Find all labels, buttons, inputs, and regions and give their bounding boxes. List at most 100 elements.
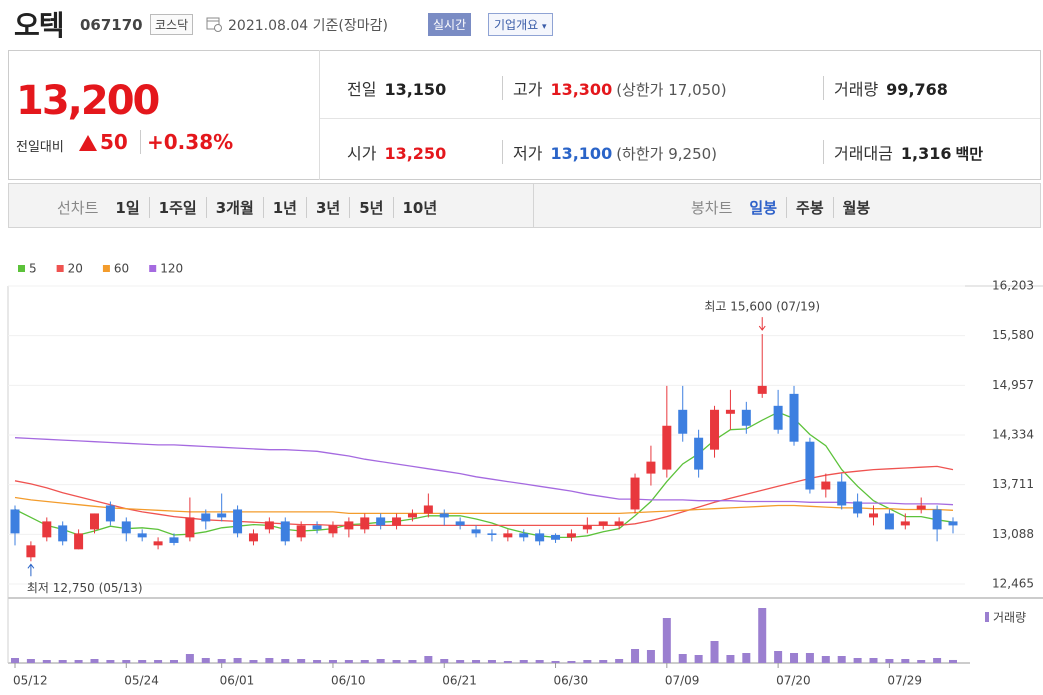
volume-bar [122,660,131,663]
volume-bar [106,660,115,663]
quote-label: 거래량 [834,80,879,99]
candle-body [519,533,529,538]
quote-value: 99,768 [886,80,948,99]
candle-body [344,521,354,530]
candle-body [376,517,386,526]
candle-tab[interactable]: 월봉 [832,197,880,218]
candle-body [503,533,513,538]
volume-bar [853,658,862,663]
volume-bar [360,660,369,663]
y-tick-label: 14,334 [992,428,1034,442]
candle-tab[interactable]: 일봉 [749,199,778,217]
candle-body [121,521,131,534]
low-arrow [27,563,35,577]
y-tick-label: 16,203 [992,279,1034,293]
y-tick-label: 12,465 [992,577,1034,591]
quote-value: 1,316 [900,144,952,163]
quote-box [8,50,1041,180]
period-tab[interactable]: 5년 [349,197,392,218]
change-value: 50 [100,130,128,154]
candle-body [248,533,258,542]
volume-bar [599,660,608,663]
volume-bar [58,660,67,663]
quote-value: 13,250 [384,144,447,163]
volume-bar [90,659,99,663]
volume-bar [869,658,878,663]
x-tick-label: 07/29 [887,674,922,688]
x-tick-label: 07/20 [776,674,811,688]
period-tab[interactable]: 1주일 [148,197,206,218]
stock-code: 067170 [80,16,143,34]
candle-body [407,513,417,518]
quote-value: 13,100 [550,144,613,163]
volume-bar [154,660,163,663]
volume-bar [631,649,640,663]
tab-heading: 선차트 [57,199,99,217]
period-tab[interactable]: 3개월 [205,197,263,218]
candle-body [280,521,290,542]
volume-bar [790,653,799,663]
candle-body [201,513,211,522]
candle-tabs: 봉차트 일봉 주봉 월봉 [682,197,879,218]
period-tab[interactable]: 10년 [392,197,447,218]
volume-bar [519,660,528,663]
volume-bar [917,660,926,663]
quote-label: 전일 [347,80,377,99]
candle-body [74,533,84,550]
quote-item: 거래대금 1,316 백만 [823,140,983,164]
legend-label: 60 [114,262,129,276]
y-tick-label: 13,088 [992,527,1034,541]
volume-bar [805,653,814,663]
candle-body [105,505,115,522]
volume-bar [328,660,337,663]
company-info-button[interactable]: 기업개요 ▾ [488,13,553,36]
ma-line [14,465,954,527]
candle-body [582,525,592,530]
candle-body [678,409,688,434]
candle-body [535,533,545,542]
candle-body [566,533,576,538]
candle-body [837,481,847,506]
period-tab[interactable]: 1일 [115,199,140,217]
legend-label: 120 [160,262,183,276]
calendar-icon [206,17,222,32]
volume-bar [821,656,830,663]
company-info-text: 기업개요 [494,18,539,32]
volume-bar [26,659,35,663]
candle-body [233,509,243,534]
legend-swatch [149,265,157,272]
volume-bar [487,660,496,663]
volume-bar [662,618,671,663]
volume-bar [265,658,274,663]
y-tick-label: 14,957 [992,378,1034,392]
candle-body [614,521,624,526]
quote-label: 시가 [347,144,377,163]
stock-name: 오텍 [14,9,65,42]
period-tab[interactable]: 1년 [262,197,306,218]
period-tab[interactable]: 3년 [306,197,349,218]
candle-tab[interactable]: 주봉 [786,197,833,218]
volume-bar [74,660,83,663]
x-tick-label: 06/10 [331,674,366,688]
volume-bar [376,659,385,663]
volume-bar [344,660,353,663]
candle-body [296,525,306,538]
quote-item: 전일 13,150 [347,76,446,100]
candle-body [169,537,179,543]
volume-bar [694,655,703,663]
volume-bar [885,659,894,663]
volume-legend-swatch [985,612,989,622]
current-price: 13,200 [16,78,160,124]
candle-body [58,525,68,542]
candle-body [662,425,672,470]
candle-body [630,477,640,510]
volume-bar [567,661,576,663]
candle-body [916,505,926,510]
volume-bar [710,641,719,663]
candle-body [694,437,704,470]
candle-body [821,481,831,490]
realtime-button[interactable]: 실시간 [428,13,472,36]
high-annotation: 최고 15,600 (07/19) [704,300,820,314]
candle-body [328,525,338,534]
candle-body [869,513,879,518]
